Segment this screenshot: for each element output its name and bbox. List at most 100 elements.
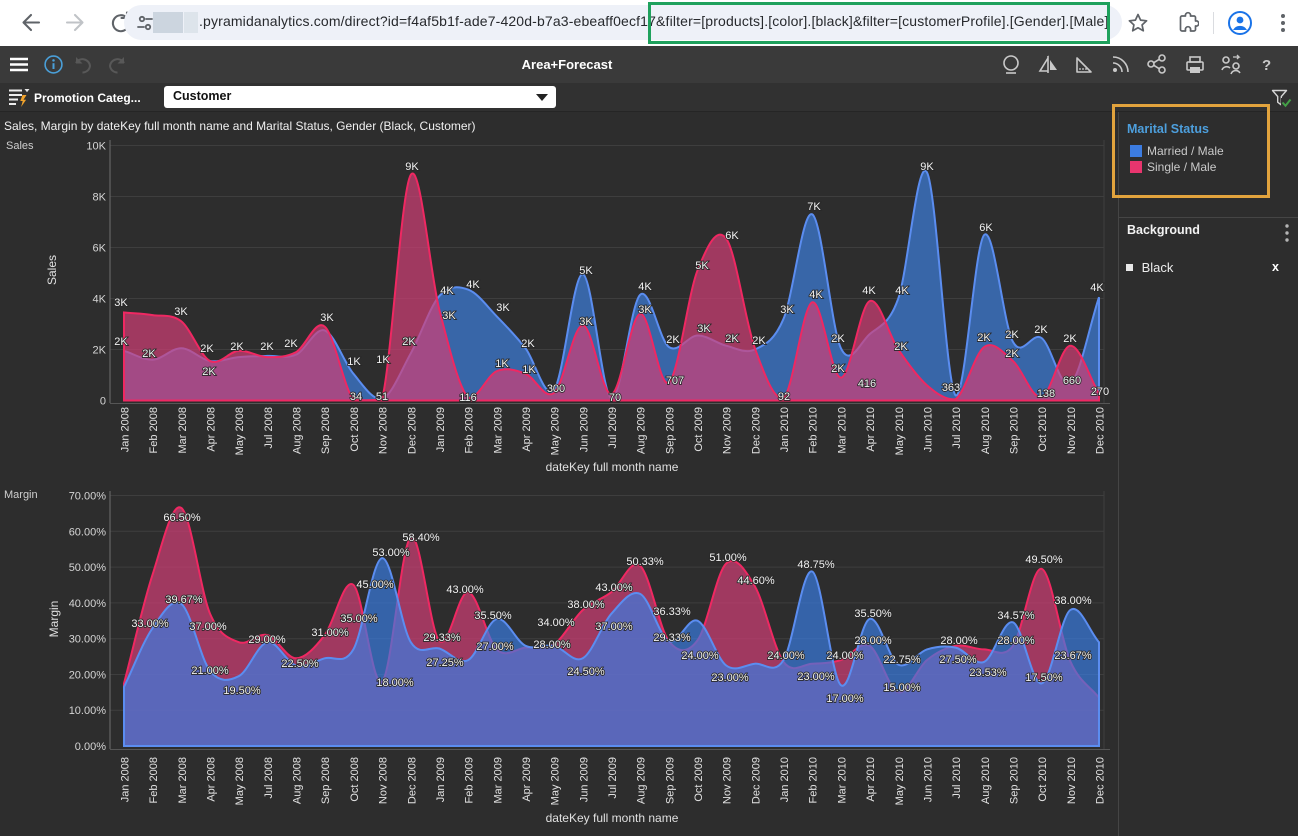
- svg-text:Mar 2009: Mar 2009: [492, 407, 504, 453]
- svg-text:23.53%: 23.53%: [969, 667, 1007, 679]
- svg-text:23.67%: 23.67%: [1054, 650, 1092, 662]
- svg-text:Mar 2010: Mar 2010: [836, 757, 848, 803]
- svg-text:0.00%: 0.00%: [75, 741, 106, 753]
- svg-text:Jan 2008: Jan 2008: [120, 407, 132, 452]
- svg-text:May 2010: May 2010: [894, 757, 906, 805]
- svg-text:Feb 2010: Feb 2010: [808, 407, 820, 453]
- svg-text:1K: 1K: [495, 358, 509, 370]
- svg-text:Jan 2009: Jan 2009: [435, 407, 447, 452]
- svg-text:28.00%: 28.00%: [997, 635, 1035, 647]
- svg-text:2K: 2K: [894, 341, 908, 353]
- svg-text:Apr 2008: Apr 2008: [206, 757, 218, 802]
- svg-text:9K: 9K: [405, 161, 419, 173]
- svg-text:707: 707: [666, 375, 684, 387]
- svg-text:Sales: Sales: [45, 255, 59, 285]
- svg-text:Sales: Sales: [6, 140, 34, 152]
- svg-text:Oct 2009: Oct 2009: [693, 407, 705, 452]
- svg-text:3K: 3K: [638, 304, 652, 316]
- svg-text:Margin: Margin: [47, 601, 61, 638]
- svg-text:21.00%: 21.00%: [191, 665, 229, 677]
- svg-text:2K: 2K: [752, 335, 766, 347]
- svg-text:39.67%: 39.67%: [165, 594, 203, 606]
- svg-text:4K: 4K: [895, 285, 909, 297]
- svg-text:8K: 8K: [93, 192, 107, 204]
- svg-text:3K: 3K: [579, 316, 593, 328]
- svg-text:38.00%: 38.00%: [1054, 595, 1092, 607]
- svg-text:31.00%: 31.00%: [311, 627, 349, 639]
- svg-text:May 2008: May 2008: [234, 757, 246, 805]
- svg-text:Dec 2008: Dec 2008: [406, 407, 418, 454]
- svg-text:363: 363: [942, 382, 960, 394]
- svg-text:Dec 2010: Dec 2010: [1095, 757, 1107, 804]
- svg-text:24.00%: 24.00%: [681, 650, 719, 662]
- svg-text:50.33%: 50.33%: [626, 556, 664, 568]
- svg-text:27.25%: 27.25%: [426, 657, 464, 669]
- svg-text:30.00%: 30.00%: [69, 634, 107, 646]
- svg-text:Jun 2010: Jun 2010: [922, 407, 934, 452]
- svg-text:28.00%: 28.00%: [533, 639, 571, 651]
- svg-text:?: ?: [1262, 57, 1271, 74]
- svg-text:Mar 2009: Mar 2009: [492, 757, 504, 803]
- svg-text:Apr 2008: Apr 2008: [206, 407, 218, 452]
- svg-text:4K: 4K: [440, 285, 454, 297]
- svg-text:24.50%: 24.50%: [567, 666, 605, 678]
- svg-text:Apr 2010: Apr 2010: [865, 757, 877, 802]
- svg-text:40.00%: 40.00%: [69, 598, 107, 610]
- svg-text:23.00%: 23.00%: [797, 671, 835, 683]
- svg-text:10K: 10K: [86, 141, 106, 153]
- svg-text:92: 92: [778, 391, 790, 403]
- svg-text:Aug 2009: Aug 2009: [636, 407, 648, 454]
- svg-text:Sep 2009: Sep 2009: [664, 407, 676, 454]
- svg-text:Jan 2010: Jan 2010: [779, 757, 791, 802]
- svg-text:66.50%: 66.50%: [163, 512, 201, 524]
- svg-text:dateKey full month name: dateKey full month name: [546, 460, 679, 474]
- svg-text:20.00%: 20.00%: [69, 670, 107, 682]
- svg-text:33.00%: 33.00%: [131, 618, 169, 630]
- svg-text:2K: 2K: [977, 332, 991, 344]
- svg-text:Margin: Margin: [4, 489, 38, 501]
- svg-text:35.00%: 35.00%: [340, 613, 378, 625]
- svg-text:Dec 2009: Dec 2009: [750, 407, 762, 454]
- svg-text:9K: 9K: [920, 161, 934, 173]
- svg-text:1K: 1K: [347, 356, 361, 368]
- svg-text:May 2009: May 2009: [550, 407, 562, 455]
- svg-text:70.00%: 70.00%: [69, 491, 107, 503]
- svg-text:3K: 3K: [496, 302, 510, 314]
- svg-text:27.50%: 27.50%: [939, 654, 977, 666]
- svg-text:3K: 3K: [114, 297, 128, 309]
- svg-text:Apr 2009: Apr 2009: [521, 757, 533, 802]
- svg-text:4K: 4K: [862, 285, 876, 297]
- svg-text:22.50%: 22.50%: [281, 658, 319, 670]
- svg-text:18.00%: 18.00%: [376, 677, 414, 689]
- svg-text:May 2010: May 2010: [894, 407, 906, 455]
- svg-text:Nov 2008: Nov 2008: [378, 407, 390, 454]
- svg-text:28.00%: 28.00%: [854, 635, 892, 647]
- svg-text:44.60%: 44.60%: [737, 575, 775, 587]
- svg-text:416: 416: [858, 378, 876, 390]
- svg-text:2K: 2K: [202, 366, 216, 378]
- svg-text:58.40%: 58.40%: [402, 532, 440, 544]
- svg-text:45.00%: 45.00%: [356, 579, 394, 591]
- svg-text:43.00%: 43.00%: [595, 582, 633, 594]
- svg-text:0: 0: [100, 396, 106, 408]
- svg-text:Jul 2009: Jul 2009: [607, 407, 619, 449]
- svg-text:May 2009: May 2009: [550, 757, 562, 805]
- svg-text:36.33%: 36.33%: [653, 606, 691, 618]
- svg-text:29.33%: 29.33%: [423, 632, 461, 644]
- svg-text:19.50%: 19.50%: [223, 685, 261, 697]
- svg-text:300: 300: [547, 383, 565, 395]
- svg-text:2K: 2K: [666, 334, 680, 346]
- svg-text:Jul 2010: Jul 2010: [951, 757, 963, 799]
- svg-text:70: 70: [609, 392, 621, 404]
- svg-text:35.50%: 35.50%: [474, 610, 512, 622]
- svg-text:38.00%: 38.00%: [567, 599, 605, 611]
- svg-text:Aug 2010: Aug 2010: [980, 407, 992, 454]
- svg-text:2K: 2K: [142, 348, 156, 360]
- svg-text:29.00%: 29.00%: [248, 634, 286, 646]
- svg-text:Nov 2009: Nov 2009: [722, 407, 734, 454]
- svg-text:Nov 2010: Nov 2010: [1066, 407, 1078, 454]
- svg-text:35.50%: 35.50%: [854, 608, 892, 620]
- svg-text:34.57%: 34.57%: [997, 610, 1035, 622]
- svg-text:4K: 4K: [638, 281, 652, 293]
- svg-text:50.00%: 50.00%: [69, 562, 107, 574]
